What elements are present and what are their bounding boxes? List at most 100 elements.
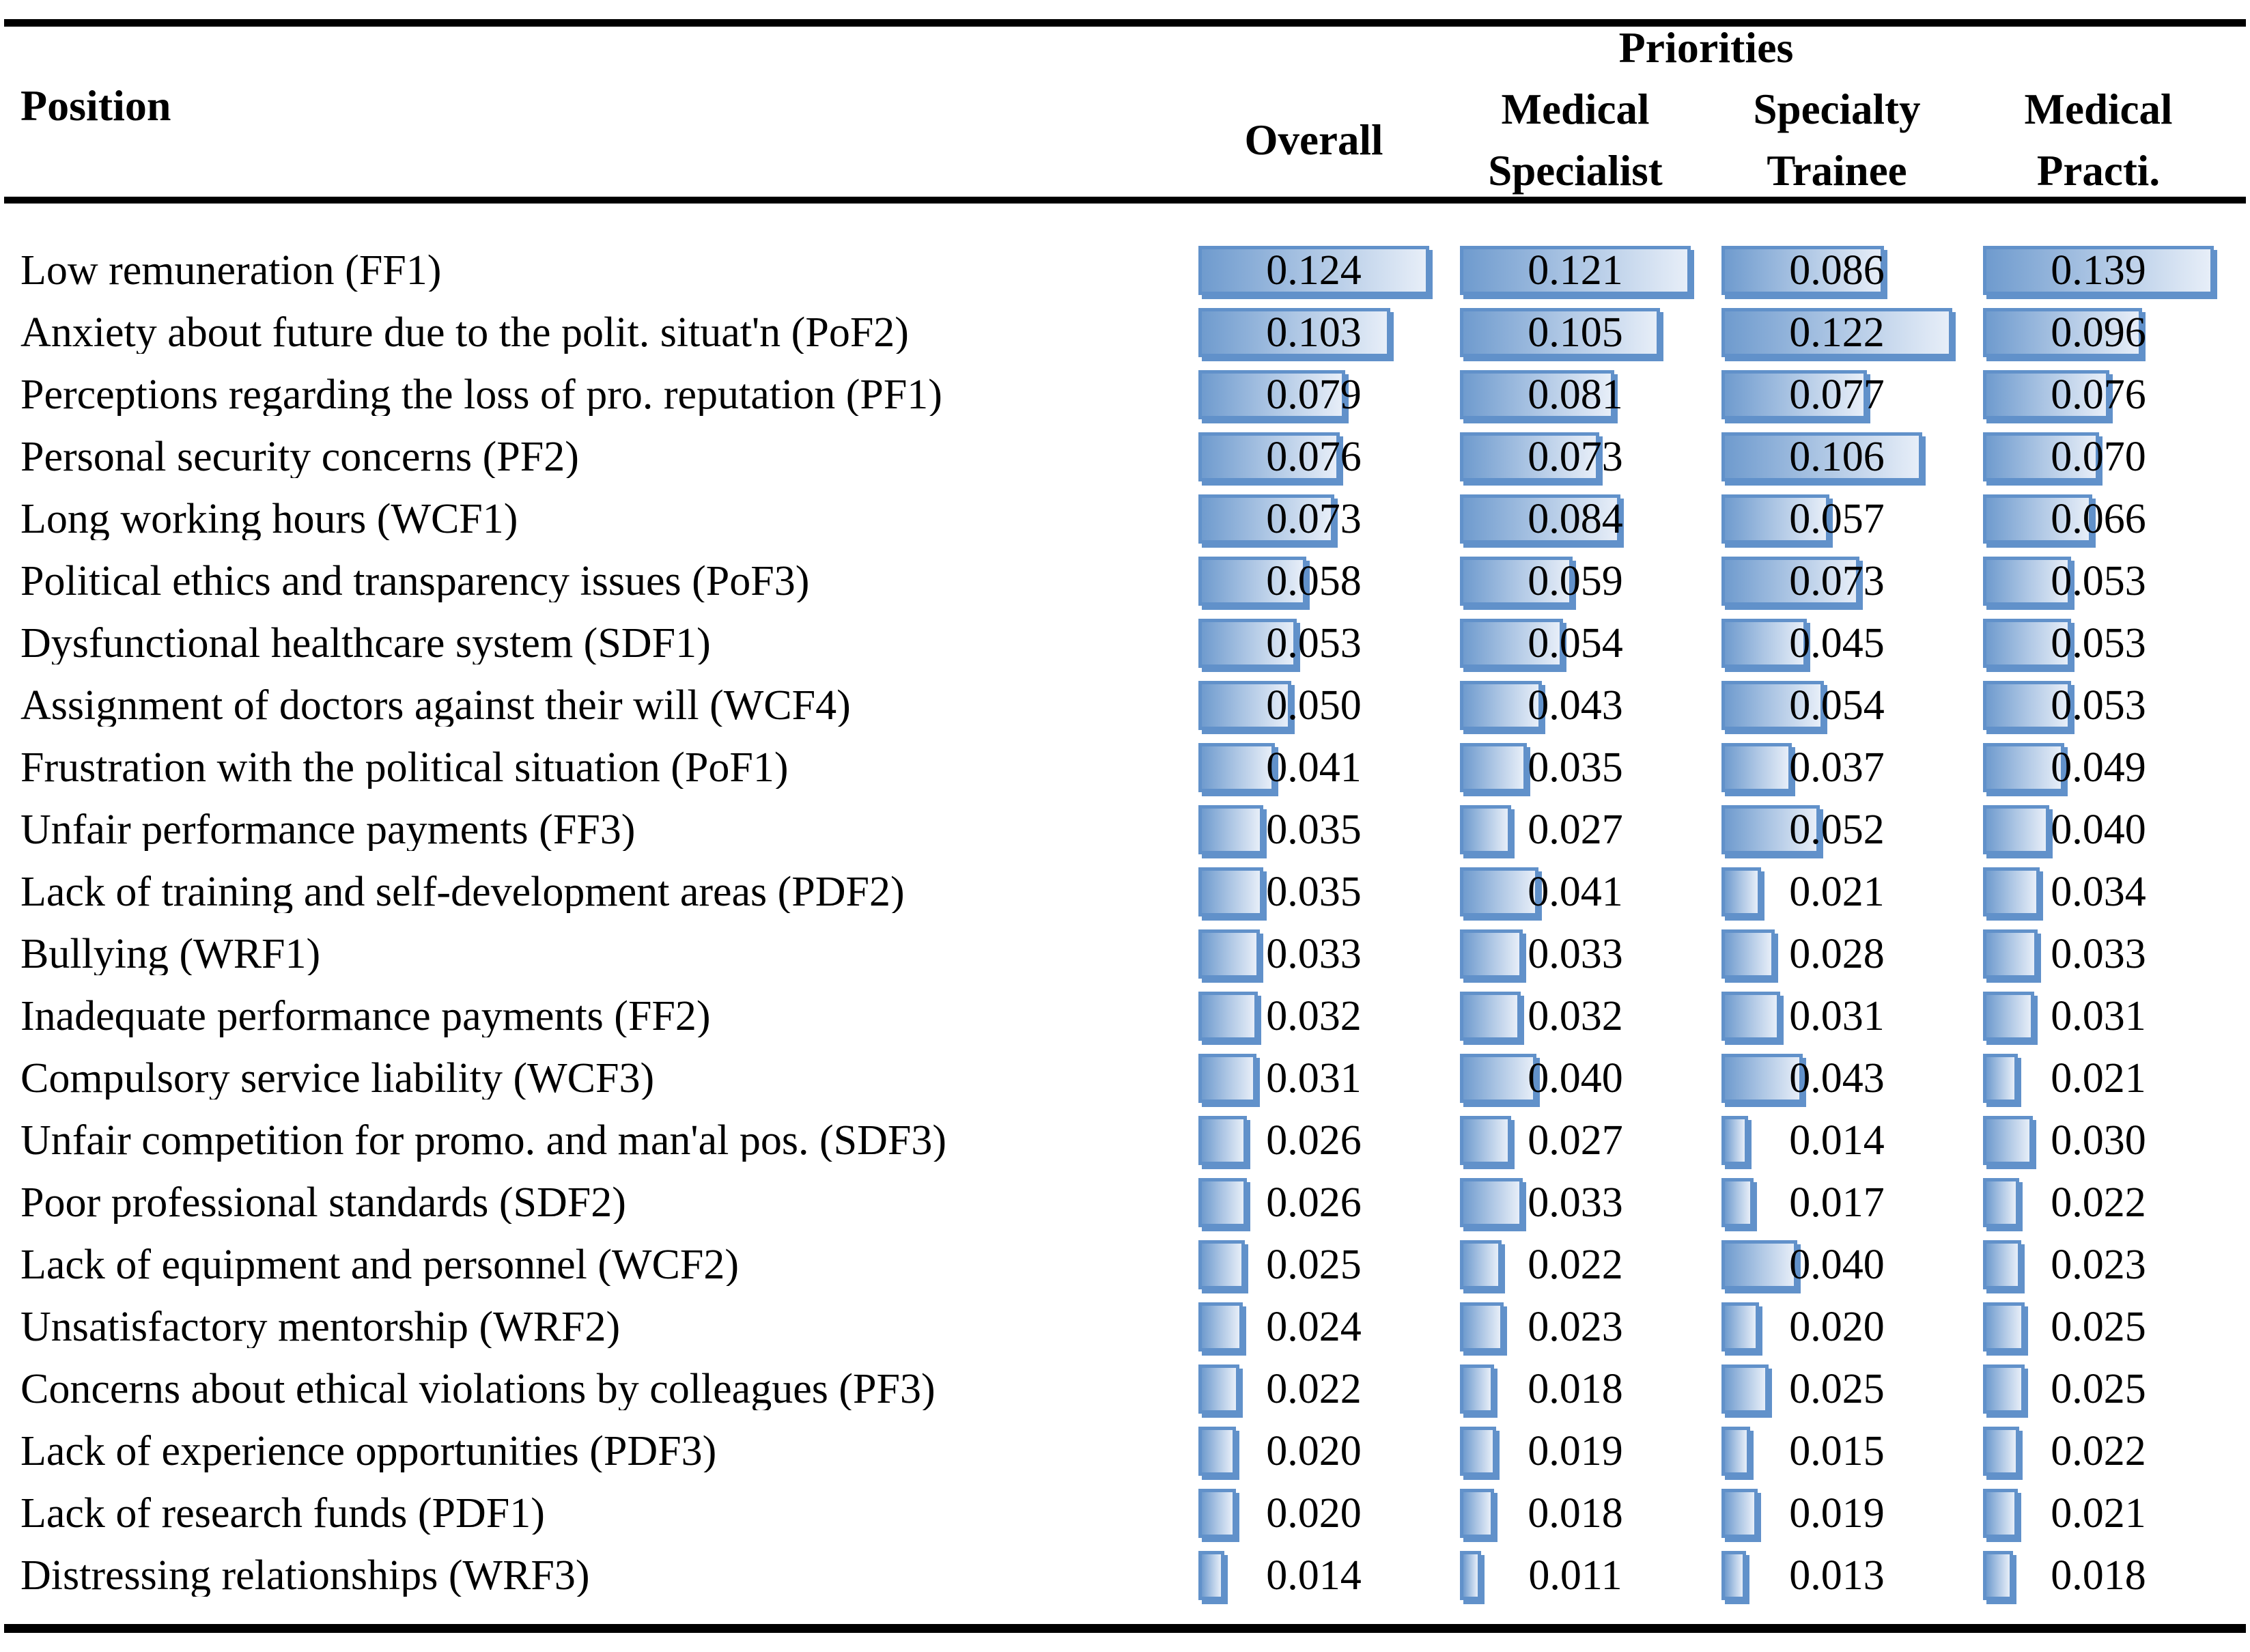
data-cell: 0.049: [1983, 736, 2214, 798]
row-label: Anxiety about future due to the polit. s…: [20, 311, 909, 354]
cell-value: 0.028: [1789, 930, 1885, 977]
data-bar: [1721, 805, 1820, 854]
row-label: Poor professional standards (SDF2): [20, 1181, 626, 1224]
data-cell: 0.121: [1460, 239, 1691, 301]
cell-value: 0.014: [1266, 1552, 1362, 1599]
cell-value: 0.052: [1789, 806, 1885, 853]
data-cell: 0.054: [1460, 612, 1691, 674]
cell-value: 0.053: [2051, 682, 2146, 729]
data-bar: [1460, 370, 1615, 419]
data-cell: 0.041: [1198, 736, 1429, 798]
data-cell: 0.025: [1983, 1358, 2214, 1420]
data-bar: [1983, 1551, 2013, 1600]
data-cell: 0.027: [1460, 798, 1691, 860]
row-label: Unsatisfactory mentorship (WRF2): [20, 1305, 621, 1348]
data-bar: [1721, 992, 1780, 1041]
row-label: Lack of experience opportunities (PDF3): [20, 1429, 717, 1472]
cell-value: 0.031: [1266, 1054, 1362, 1102]
cell-value: 0.015: [1789, 1427, 1885, 1474]
data-cell: 0.034: [1983, 860, 2214, 923]
cell-value: 0.084: [1528, 495, 1623, 542]
data-cell: 0.073: [1460, 425, 1691, 488]
data-bar: [1460, 246, 1691, 295]
row-label: Perceptions regarding the loss of pro. r…: [20, 373, 942, 416]
data-cell: 0.026: [1198, 1109, 1429, 1171]
data-bar: [1198, 805, 1264, 854]
cell-value: 0.032: [1266, 992, 1362, 1039]
data-bar: [1983, 1364, 2025, 1414]
cell-value: 0.040: [1528, 1054, 1623, 1102]
cell-value: 0.043: [1789, 1054, 1885, 1102]
cell-value: 0.018: [1528, 1365, 1623, 1412]
data-cell: 0.076: [1983, 363, 2214, 425]
data-bar: [1983, 1116, 2033, 1165]
cell-value: 0.025: [2051, 1365, 2146, 1412]
data-bar: [1198, 1240, 1246, 1289]
cell-value: 0.076: [2051, 371, 2146, 418]
cell-value: 0.050: [1266, 682, 1362, 729]
data-cell: 0.037: [1721, 736, 1952, 798]
row-label: Frustration with the political situation…: [20, 746, 789, 789]
data-bar: [1460, 1302, 1504, 1352]
data-cell: 0.035: [1198, 860, 1429, 923]
data-bar: [1983, 1427, 2020, 1476]
data-bar: [1198, 1364, 1239, 1414]
cell-value: 0.025: [1266, 1241, 1362, 1288]
row-label: Inadequate performance payments (FF2): [20, 994, 711, 1037]
data-cell: 0.033: [1460, 1171, 1691, 1233]
data-bar: [1721, 494, 1829, 544]
data-bar: [1198, 1178, 1247, 1227]
top-rule: [4, 19, 2246, 27]
data-bar: [1460, 432, 1599, 481]
data-cell: 0.015: [1721, 1420, 1952, 1482]
data-bar: [1721, 1240, 1797, 1289]
data-cell: 0.021: [1983, 1482, 2214, 1544]
data-bar: [1983, 1302, 2025, 1352]
data-cell: 0.020: [1198, 1420, 1429, 1482]
data-cell: 0.139: [1983, 239, 2214, 301]
data-cell: 0.106: [1721, 425, 1952, 488]
cell-value: 0.035: [1266, 806, 1362, 853]
cell-value: 0.034: [2051, 868, 2146, 915]
data-cell: 0.070: [1983, 425, 2214, 488]
data-cell: 0.124: [1198, 239, 1429, 301]
row-label: Assignment of doctors against their will…: [20, 684, 851, 727]
data-bar: [1721, 246, 1885, 295]
data-bar: [1460, 992, 1521, 1041]
data-bar: [1460, 743, 1527, 792]
data-bar: [1460, 929, 1523, 979]
cell-value: 0.037: [1789, 744, 1885, 791]
data-cell: 0.018: [1983, 1544, 2214, 1606]
cell-value: 0.033: [2051, 930, 2146, 977]
cell-value: 0.045: [1789, 619, 1885, 667]
data-bar: [1198, 246, 1429, 295]
cell-value: 0.035: [1528, 744, 1623, 791]
data-cell: 0.053: [1198, 612, 1429, 674]
data-cell: 0.086: [1721, 239, 1952, 301]
table-body: Low remuneration (FF1) 0.124 0.121 0.086 0.1…: [20, 239, 2214, 1606]
data-bar: [1460, 1364, 1495, 1414]
data-bar: [1983, 992, 2035, 1041]
data-bar: [1198, 1302, 1243, 1352]
cell-value: 0.081: [1528, 371, 1623, 418]
data-bar: [1721, 557, 1860, 606]
data-cell: 0.053: [1983, 550, 2214, 612]
cell-value: 0.011: [1528, 1552, 1622, 1599]
cell-value: 0.031: [1789, 992, 1885, 1039]
data-bar: [1198, 370, 1346, 419]
cell-value: 0.026: [1266, 1117, 1362, 1164]
cell-value: 0.025: [1789, 1365, 1885, 1412]
row-label: Political ethics and transparency issues…: [20, 559, 810, 602]
data-bar: [1983, 867, 2040, 916]
cell-value: 0.014: [1789, 1117, 1885, 1164]
data-cell: 0.023: [1460, 1296, 1691, 1358]
data-cell: 0.040: [1721, 1233, 1952, 1296]
data-bar: [1721, 1489, 1758, 1538]
data-bar: [1198, 557, 1307, 606]
cell-value: 0.139: [2051, 247, 2146, 294]
cell-value: 0.049: [2051, 744, 2146, 791]
data-cell: 0.073: [1721, 550, 1952, 612]
cell-value: 0.018: [1528, 1489, 1623, 1537]
data-bar: [1983, 929, 2038, 979]
data-bar: [1460, 1489, 1495, 1538]
